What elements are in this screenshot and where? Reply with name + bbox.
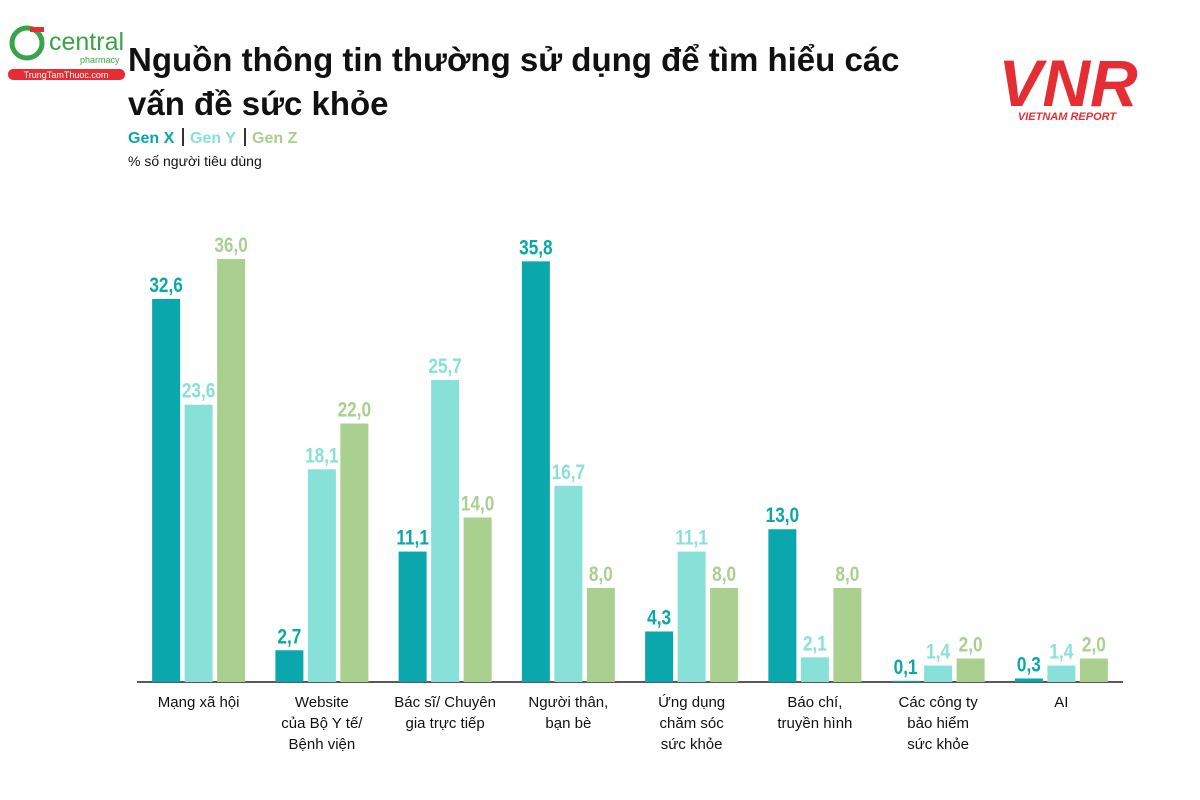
logo-icon [30, 27, 44, 32]
bar [1014, 678, 1043, 682]
x-tick-label: Báo chí, truyền hình [777, 694, 853, 732]
x-tick-label: AI [1054, 694, 1069, 711]
bar [307, 469, 336, 682]
value-label: 8,0 [712, 564, 736, 587]
value-label: 23,6 [182, 380, 216, 403]
bar [924, 665, 953, 682]
vnr-mark: VNR [998, 46, 1138, 120]
chart-title: Nguồn thông tin thường sử dụng để tìm hi… [128, 41, 900, 122]
value-label: 16,7 [552, 461, 586, 484]
x-tick-label: Mạng xã hội [157, 694, 240, 711]
bar [1047, 665, 1076, 682]
logo-pill [8, 69, 125, 80]
bar [768, 529, 797, 682]
value-label: 4,3 [647, 607, 671, 630]
value-label: 2,1 [803, 633, 827, 656]
value-label: 32,6 [149, 274, 183, 297]
bar [710, 588, 739, 682]
bar [1079, 658, 1108, 682]
bar [340, 423, 369, 682]
legend-entry: Gen Y [190, 130, 236, 147]
legend-entry: Gen Z [252, 130, 298, 147]
bar [891, 680, 920, 682]
vnr-text: VIETNAM REPORT [1018, 111, 1117, 123]
bar [833, 588, 862, 682]
logo-text: TrungTamThuoc.com [24, 70, 109, 80]
bar [152, 298, 181, 682]
bar [554, 485, 583, 682]
legend-separator [182, 128, 184, 146]
bar [398, 551, 427, 682]
value-label: 2,0 [959, 634, 983, 657]
value-label: 18,1 [305, 445, 339, 468]
bar [217, 259, 246, 682]
value-label: 25,7 [428, 356, 462, 379]
bar [677, 551, 706, 682]
bar [645, 631, 674, 682]
logo-text: central [49, 28, 124, 56]
x-tick-label: Ứng dụng chăm sóc sức khỏe [658, 694, 726, 753]
bar [956, 658, 985, 682]
value-label: 13,0 [766, 505, 800, 528]
x-tick-label: Người thân, bạn bè [528, 694, 609, 732]
bar [184, 404, 213, 682]
bar [800, 657, 829, 682]
bar [275, 650, 304, 682]
bar [521, 261, 550, 682]
legend-separator [244, 128, 246, 146]
subtitle: % số người tiêu dùng [128, 153, 262, 169]
value-label: 14,0 [461, 493, 495, 516]
value-label: 8,0 [589, 564, 613, 587]
logo-text: pharmacy [80, 55, 120, 65]
value-label: 0,3 [1017, 654, 1041, 677]
logo-icon [9, 25, 45, 61]
value-label: 22,0 [338, 399, 372, 422]
value-label: 2,7 [277, 626, 301, 649]
value-label: 36,0 [214, 235, 248, 258]
bar [431, 380, 460, 682]
value-label: 1,4 [1049, 641, 1073, 664]
x-tick-label: Các công ty bảo hiểm sức khỏe [898, 694, 978, 753]
value-label: 8,0 [835, 564, 859, 587]
value-label: 1,4 [926, 641, 950, 664]
bar [463, 517, 492, 682]
value-label: 2,0 [1082, 634, 1106, 657]
value-label: 11,1 [675, 527, 708, 550]
value-label: 35,8 [519, 237, 553, 260]
bar [586, 588, 615, 682]
value-label: 0,1 [894, 656, 918, 679]
legend-entry: Gen X [128, 130, 175, 147]
x-tick-label: Bác sĩ/ Chuyên gia trực tiếp [394, 694, 496, 732]
value-label: 11,1 [396, 527, 429, 550]
x-tick-label: Website của Bộ Y tế/ Bệnh viện [281, 694, 363, 753]
